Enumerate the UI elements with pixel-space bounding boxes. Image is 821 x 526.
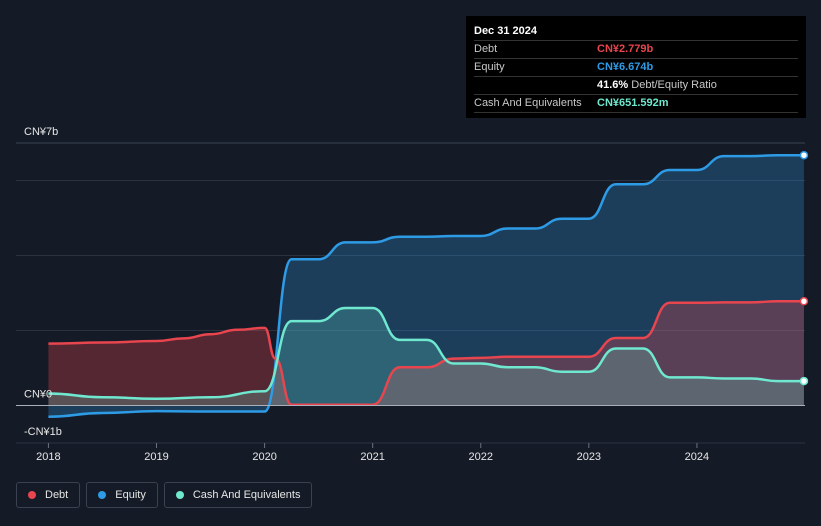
- legend-label-equity: Equity: [115, 489, 146, 501]
- y-axis-label: CN¥7b: [24, 126, 58, 138]
- tooltip-label-debt: Debt: [474, 43, 498, 55]
- area-cash: [48, 308, 804, 406]
- endpoint-equity: [799, 150, 809, 160]
- legend-dot-equity: [98, 491, 107, 499]
- area-debt: [48, 301, 804, 406]
- x-tick-label: 2022: [469, 451, 493, 463]
- x-tick-label: 2019: [144, 451, 168, 463]
- tooltip: Dec 31 2024 Debt CN¥2.779b Equity CN¥6.6…: [466, 16, 806, 118]
- line-debt: [48, 299, 804, 406]
- x-tick-label: 2023: [577, 451, 601, 463]
- endpoint-cash: [799, 376, 809, 386]
- legend-label-debt: Debt: [45, 489, 69, 501]
- legend-item-cash[interactable]: Cash And Equivalents: [163, 482, 313, 508]
- tooltip-ratio-value: 41.6%: [597, 79, 629, 91]
- line-equity: [48, 153, 804, 418]
- tooltip-label-equity: Equity: [474, 61, 505, 73]
- x-tick-label: 2020: [252, 451, 276, 463]
- x-tick-label: 2018: [36, 451, 60, 463]
- tooltip-value-debt: CN¥2.779b: [597, 43, 654, 55]
- legend-item-debt[interactable]: Debt: [16, 482, 81, 508]
- line-cash: [48, 306, 804, 401]
- x-tick-label: 2024: [685, 451, 709, 463]
- tooltip-label-cash: Cash And Equivalents: [474, 97, 582, 109]
- tooltip-row-debt: Debt CN¥2.779b: [474, 40, 798, 58]
- legend-item-equity[interactable]: Equity: [86, 482, 158, 508]
- tooltip-label-ratio: [474, 77, 597, 94]
- tooltip-value-equity: CN¥6.674b: [597, 61, 654, 73]
- endpoint-debt: [799, 297, 809, 306]
- x-tick-label: 2021: [360, 451, 384, 463]
- tooltip-ratio-suffix: Debt/Equity Ratio: [631, 79, 717, 91]
- area-equity: [48, 155, 804, 417]
- tooltip-value-ratio: 41.6% Debt/Equity Ratio: [597, 77, 717, 94]
- tooltip-row-ratio: 41.6% Debt/Equity Ratio: [474, 76, 798, 94]
- tooltip-value-cash: CN¥651.592m: [597, 97, 669, 109]
- y-axis-label: -CN¥1b: [24, 426, 62, 438]
- legend-label-cash: Cash And Equivalents: [192, 489, 301, 501]
- tooltip-row-equity: Equity CN¥6.674b: [474, 58, 798, 76]
- y-axis-label: CN¥0: [24, 389, 52, 401]
- tooltip-row-cash: Cash And Equivalents CN¥651.592m: [474, 94, 798, 113]
- legend-dot-cash: [175, 491, 184, 499]
- legend-dot-debt: [28, 491, 36, 499]
- legend: Debt Equity Cash And Equivalents: [16, 482, 313, 508]
- tooltip-date: Dec 31 2024: [474, 25, 537, 37]
